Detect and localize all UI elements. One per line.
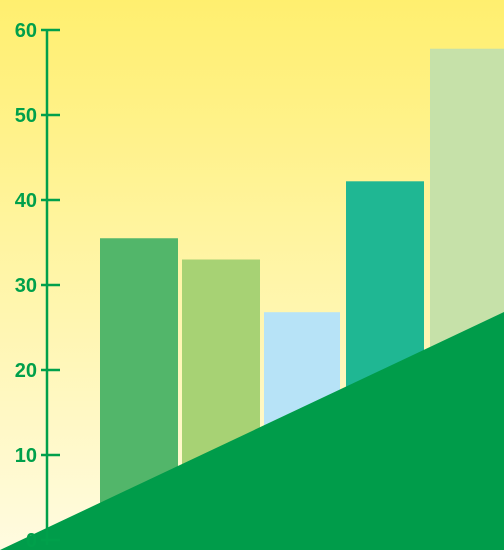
- y-tick-label: 40: [15, 190, 37, 212]
- y-tick-label: 20: [15, 360, 37, 382]
- y-tick-label: 30: [15, 275, 37, 297]
- y-axis-ticks: 0 10 20 30 40 50 60: [15, 20, 60, 550]
- y-tick-label: 60: [15, 20, 37, 42]
- y-tick-label: 10: [15, 445, 37, 467]
- y-tick-label: 0: [26, 530, 37, 550]
- ground-slope-decoration: [0, 312, 504, 550]
- y-tick-label: 50: [15, 105, 37, 127]
